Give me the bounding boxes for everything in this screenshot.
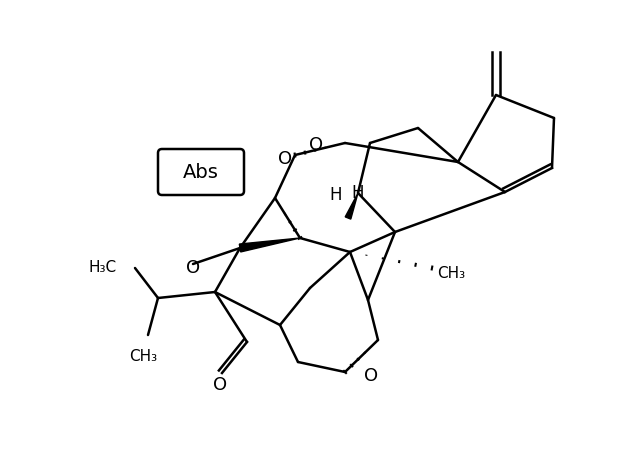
Text: H₃C: H₃C — [89, 261, 117, 275]
Text: H: H — [352, 184, 364, 202]
Text: CH₃: CH₃ — [437, 265, 465, 281]
Text: Abs: Abs — [183, 163, 219, 182]
Text: CH₃: CH₃ — [129, 349, 157, 364]
Text: H: H — [330, 186, 342, 204]
Text: O: O — [364, 367, 378, 385]
FancyBboxPatch shape — [158, 149, 244, 195]
Polygon shape — [345, 193, 358, 219]
Text: O: O — [186, 259, 200, 277]
Text: O: O — [278, 150, 292, 168]
Text: O: O — [213, 376, 227, 394]
Polygon shape — [239, 238, 300, 252]
Text: O: O — [309, 136, 323, 154]
